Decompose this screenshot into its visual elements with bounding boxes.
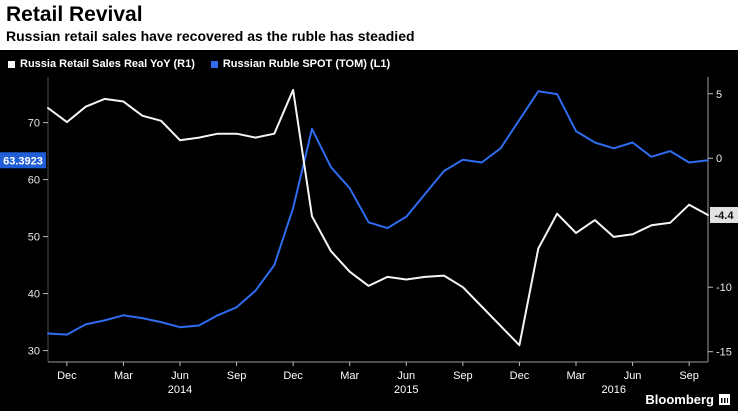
right-axis-tick-label: 5 (716, 89, 722, 101)
right-axis-tick-label: -10 (716, 282, 732, 294)
retail-last-value-label: -4.4 (715, 210, 735, 222)
x-axis-year-label: 2014 (168, 384, 192, 396)
left-axis-tick-label: 30 (28, 346, 40, 358)
x-axis-month-label: Dec (57, 370, 77, 382)
chart-header: Retail Revival Russian retail sales have… (0, 0, 738, 50)
left-axis-tick-label: 70 (28, 118, 40, 130)
right-axis-tick-label: -15 (716, 347, 732, 359)
x-axis-month-label: Jun (171, 370, 189, 382)
ruble-last-value-badge (0, 152, 46, 169)
x-axis-year-label: 2015 (394, 384, 418, 396)
legend-label-retail-sales: Russia Retail Sales Real YoY (R1) (20, 58, 195, 70)
bloomberg-logo: Bloomberg (645, 392, 730, 407)
right-axis-tick-label: 0 (716, 153, 722, 165)
legend-label-ruble-spot: Russian Ruble SPOT (TOM) (L1) (222, 58, 391, 70)
chart-subtitle: Russian retail sales have recovered as t… (6, 28, 415, 44)
x-axis-month-label: Sep (679, 370, 699, 382)
retail-sales-swatch-icon (8, 60, 15, 68)
x-axis-year-label: 2016 (601, 384, 625, 396)
x-axis-month-label: Sep (227, 370, 247, 382)
bloomberg-logo-text: Bloomberg (645, 392, 714, 407)
x-axis-month-label: Sep (453, 370, 473, 382)
bloomberg-logo-mark-icon (719, 394, 730, 405)
x-axis-month-label: Dec (283, 370, 303, 382)
legend: Russia Retail Sales Real YoY (R1) Russia… (0, 50, 738, 72)
legend-item-retail-sales[interactable]: Russia Retail Sales Real YoY (R1) (8, 58, 195, 70)
left-axis-tick-label: 60 (28, 175, 40, 187)
x-axis-month-label: Mar (340, 370, 359, 382)
chart-title: Retail Revival (6, 3, 143, 26)
series-line-retail-sales (47, 88, 709, 347)
x-axis-month-label: Jun (397, 370, 415, 382)
left-axis-tick-label: 40 (28, 289, 40, 301)
x-axis-month-label: Dec (510, 370, 530, 382)
ruble-last-value-label: 63.3923 (3, 155, 43, 167)
left-axis-tick-label: 50 (28, 232, 40, 244)
x-axis-month-label: Mar (114, 370, 133, 382)
retail-last-value-badge (710, 206, 738, 223)
x-axis-month-label: Jun (624, 370, 642, 382)
legend-item-ruble-spot[interactable]: Russian Ruble SPOT (TOM) (L1) (210, 58, 391, 70)
series-line-ruble-spot (47, 90, 709, 336)
x-axis-month-label: Mar (567, 370, 586, 382)
ruble-spot-swatch-icon (210, 60, 218, 68)
